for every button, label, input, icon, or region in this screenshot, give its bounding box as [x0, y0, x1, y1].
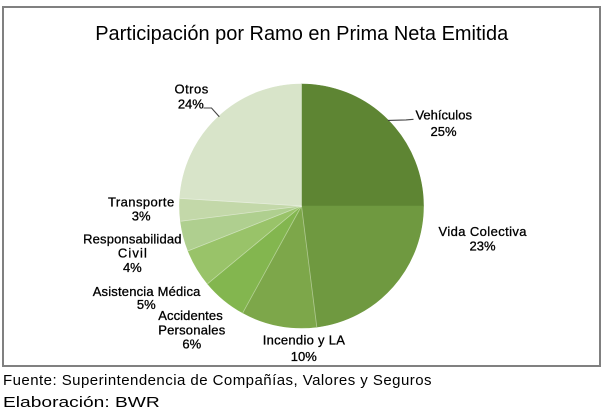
- svg-text:5%: 5%: [137, 297, 156, 312]
- svg-text:Vehículos: Vehículos: [415, 108, 472, 123]
- svg-text:24%: 24%: [178, 97, 204, 112]
- svg-text:Otros: Otros: [175, 82, 209, 97]
- svg-text:4%: 4%: [123, 260, 142, 275]
- svg-text:Accidentes: Accidentes: [158, 308, 223, 323]
- svg-text:Asistencia Médica: Asistencia Médica: [93, 284, 201, 299]
- svg-text:Civil: Civil: [118, 246, 147, 261]
- svg-text:Transporte: Transporte: [108, 195, 174, 210]
- svg-text:6%: 6%: [182, 337, 201, 352]
- svg-text:Fuente: Superintendencia de Co: Fuente: Superintendencia de Compañías, V…: [3, 372, 432, 389]
- svg-text:Vida Colectiva: Vida Colectiva: [439, 224, 528, 239]
- svg-text:10%: 10%: [291, 349, 317, 364]
- svg-text:25%: 25%: [430, 124, 456, 139]
- svg-text:Responsabilidad: Responsabilidad: [83, 231, 181, 246]
- svg-text:Elaboración: BWR: Elaboración: BWR: [3, 393, 160, 410]
- svg-text:Incendio y LA: Incendio y LA: [263, 333, 346, 348]
- svg-text:23%: 23%: [469, 239, 495, 254]
- svg-text:Participación por Ramo en Prim: Participación por Ramo en Prima Neta Emi…: [95, 23, 509, 45]
- svg-text:Personales: Personales: [158, 322, 226, 337]
- svg-text:3%: 3%: [132, 209, 151, 224]
